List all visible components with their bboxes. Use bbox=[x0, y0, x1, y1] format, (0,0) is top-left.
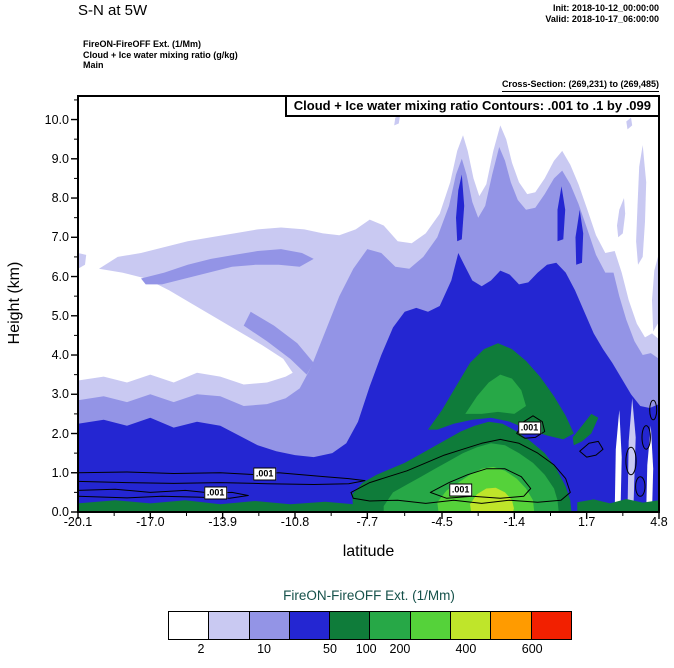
y-tick-label: 0.0 bbox=[51, 505, 69, 519]
cloud-contour-ellipse bbox=[649, 399, 658, 421]
y-tick-label: 1.0 bbox=[51, 465, 69, 480]
x-tick-label: -20.1 bbox=[63, 515, 93, 529]
y-axis-title: Height (km) bbox=[6, 261, 23, 345]
contour-value-label: .001 bbox=[203, 486, 228, 500]
cloud-contour-ellipse bbox=[641, 425, 651, 450]
y-tick-label: 3.0 bbox=[51, 387, 69, 402]
region-lavender-streak-right-mid bbox=[617, 198, 626, 238]
cloud-contour-line bbox=[516, 415, 546, 439]
page-title: S-N at 5W bbox=[78, 2, 148, 19]
valid-time-label: Valid: 2018-10-17_06:00:00 bbox=[545, 14, 659, 24]
cloud-contour-line bbox=[77, 488, 249, 499]
colorbar-cell bbox=[530, 612, 571, 639]
region-periwinkle-diagonal-strip bbox=[243, 311, 314, 375]
cloud-contour-line bbox=[77, 471, 366, 485]
x-tick-label: -10.8 bbox=[280, 515, 310, 529]
contour-plot-svg bbox=[71, 95, 660, 519]
y-tick-label: 6.0 bbox=[51, 269, 69, 284]
region-lavender-streak-right-tall bbox=[636, 145, 647, 265]
y-tick-label: 7.0 bbox=[51, 230, 69, 245]
region-lavender-speck-top-right bbox=[626, 117, 633, 130]
region-darkgreen-bottom-left-strip bbox=[78, 500, 354, 512]
x-tick-label: -13.9 bbox=[208, 515, 237, 529]
region-periwinkle-anvil-lens bbox=[141, 249, 314, 285]
region-lavender-speck-left-edge bbox=[78, 253, 87, 269]
x-tick-label: 4.8 bbox=[650, 515, 668, 529]
y-tick-label: 8.0 bbox=[51, 191, 69, 206]
colorbar-tick-label: 200 bbox=[389, 642, 411, 656]
x-tick-label: -7.7 bbox=[356, 515, 379, 529]
colorbar-tick-label: 10 bbox=[257, 642, 272, 656]
x-tick-label: 1.7 bbox=[577, 515, 596, 529]
init-valid-block: Init: 2018-10-12_00:00:00 Valid: 2018-10… bbox=[545, 3, 659, 25]
colorbar-cell bbox=[208, 612, 249, 639]
y-tick-label: 5.0 bbox=[51, 308, 69, 323]
region-blue-plume-center bbox=[557, 186, 566, 242]
param-line-domain: Main bbox=[83, 60, 104, 70]
region-blue-plume-right bbox=[575, 209, 584, 265]
contour-info-box: Cloud + Ice water mixing ratio Contours:… bbox=[284, 95, 660, 117]
init-time-label: Init: 2018-10-12_00:00:00 bbox=[552, 3, 659, 13]
param-line-fill-field: FireON-FireOFF Ext. (1/Mm) bbox=[83, 39, 202, 49]
colorbar-cell bbox=[450, 612, 491, 639]
y-tick-label: 10.0 bbox=[44, 112, 69, 127]
colorbar-cells bbox=[169, 612, 571, 639]
x-tick-label: -17.0 bbox=[136, 515, 165, 529]
contour-value-label: .001 bbox=[448, 483, 473, 497]
colorbar-tick-label: 600 bbox=[521, 642, 543, 656]
region-lavender-speck-center-top bbox=[394, 115, 400, 126]
y-tick-label: 9.0 bbox=[51, 151, 69, 166]
contour-value-label: .001 bbox=[517, 421, 542, 435]
cross-section-label: Cross-Section: (269,231) to (269,485) bbox=[501, 79, 659, 92]
x-axis-tick-labels: -20.1 -17.0 -13.9 -10.8 -7.7 -4.5 -1.4 1.7 4.8 bbox=[64, 515, 668, 529]
y-tick-label: 4.0 bbox=[51, 348, 69, 363]
region-yellowgreen-low bbox=[470, 487, 514, 512]
region-white-gap-right-1 bbox=[614, 410, 622, 512]
colorbar-tick-label: 100 bbox=[355, 642, 377, 656]
colorbar-title: FireON-FireOFF Ext. (1/Mm) bbox=[283, 588, 455, 603]
region-white-gap-right-2 bbox=[646, 425, 654, 512]
region-darkgreen-bottom-right-strip bbox=[577, 499, 659, 512]
param-line-contour-field: Cloud + Ice water mixing ratio (g/kg) bbox=[83, 49, 238, 60]
colorbar-cell bbox=[409, 612, 451, 639]
y-tick-label: 2.0 bbox=[51, 426, 69, 441]
colorbar-tick-label: 400 bbox=[455, 642, 477, 656]
colorbar bbox=[168, 611, 572, 640]
x-tick-label: -4.5 bbox=[431, 515, 453, 529]
colorbar-cell bbox=[288, 612, 330, 639]
cloud-contour-line bbox=[350, 438, 571, 504]
region-darkgreen-finger-right bbox=[572, 413, 599, 446]
colorbar-tick-label: 2 bbox=[197, 642, 205, 656]
cloud-contour-ellipse bbox=[625, 446, 637, 476]
colorbar-cell bbox=[369, 612, 410, 639]
parameter-block: FireON-FireOFF Ext. (1/Mm) Cloud + Ice w… bbox=[83, 39, 238, 71]
colorbar-tick-label: 50 bbox=[323, 642, 337, 656]
plot-area: Cloud + Ice water mixing ratio Contours:… bbox=[71, 95, 660, 519]
region-green-mid bbox=[465, 374, 526, 414]
x-axis-title: latitude bbox=[342, 543, 395, 560]
colorbar-cell bbox=[169, 612, 209, 639]
contour-value-label: .001 bbox=[252, 467, 277, 481]
cloud-contour-line bbox=[579, 440, 604, 458]
cloud-contour-ellipse bbox=[635, 476, 646, 497]
y-axis-tick-labels: 0.0 1.0 2.0 3.0 4.0 5.0 6.0 7.0 8.0 9.0 10.0 bbox=[25, 96, 69, 519]
colorbar-cell bbox=[248, 612, 289, 639]
x-tick-label: -1.4 bbox=[503, 515, 526, 529]
region-blue-plume-left bbox=[456, 174, 465, 242]
colorbar-tick-labels: 2 10 50 100 200 400 600 bbox=[168, 642, 570, 657]
region-lavender-streak-right-edge bbox=[652, 253, 659, 332]
region-lavender-streak-right-low bbox=[627, 398, 636, 512]
colorbar-cell bbox=[329, 612, 370, 639]
colorbar-cell bbox=[490, 612, 531, 639]
